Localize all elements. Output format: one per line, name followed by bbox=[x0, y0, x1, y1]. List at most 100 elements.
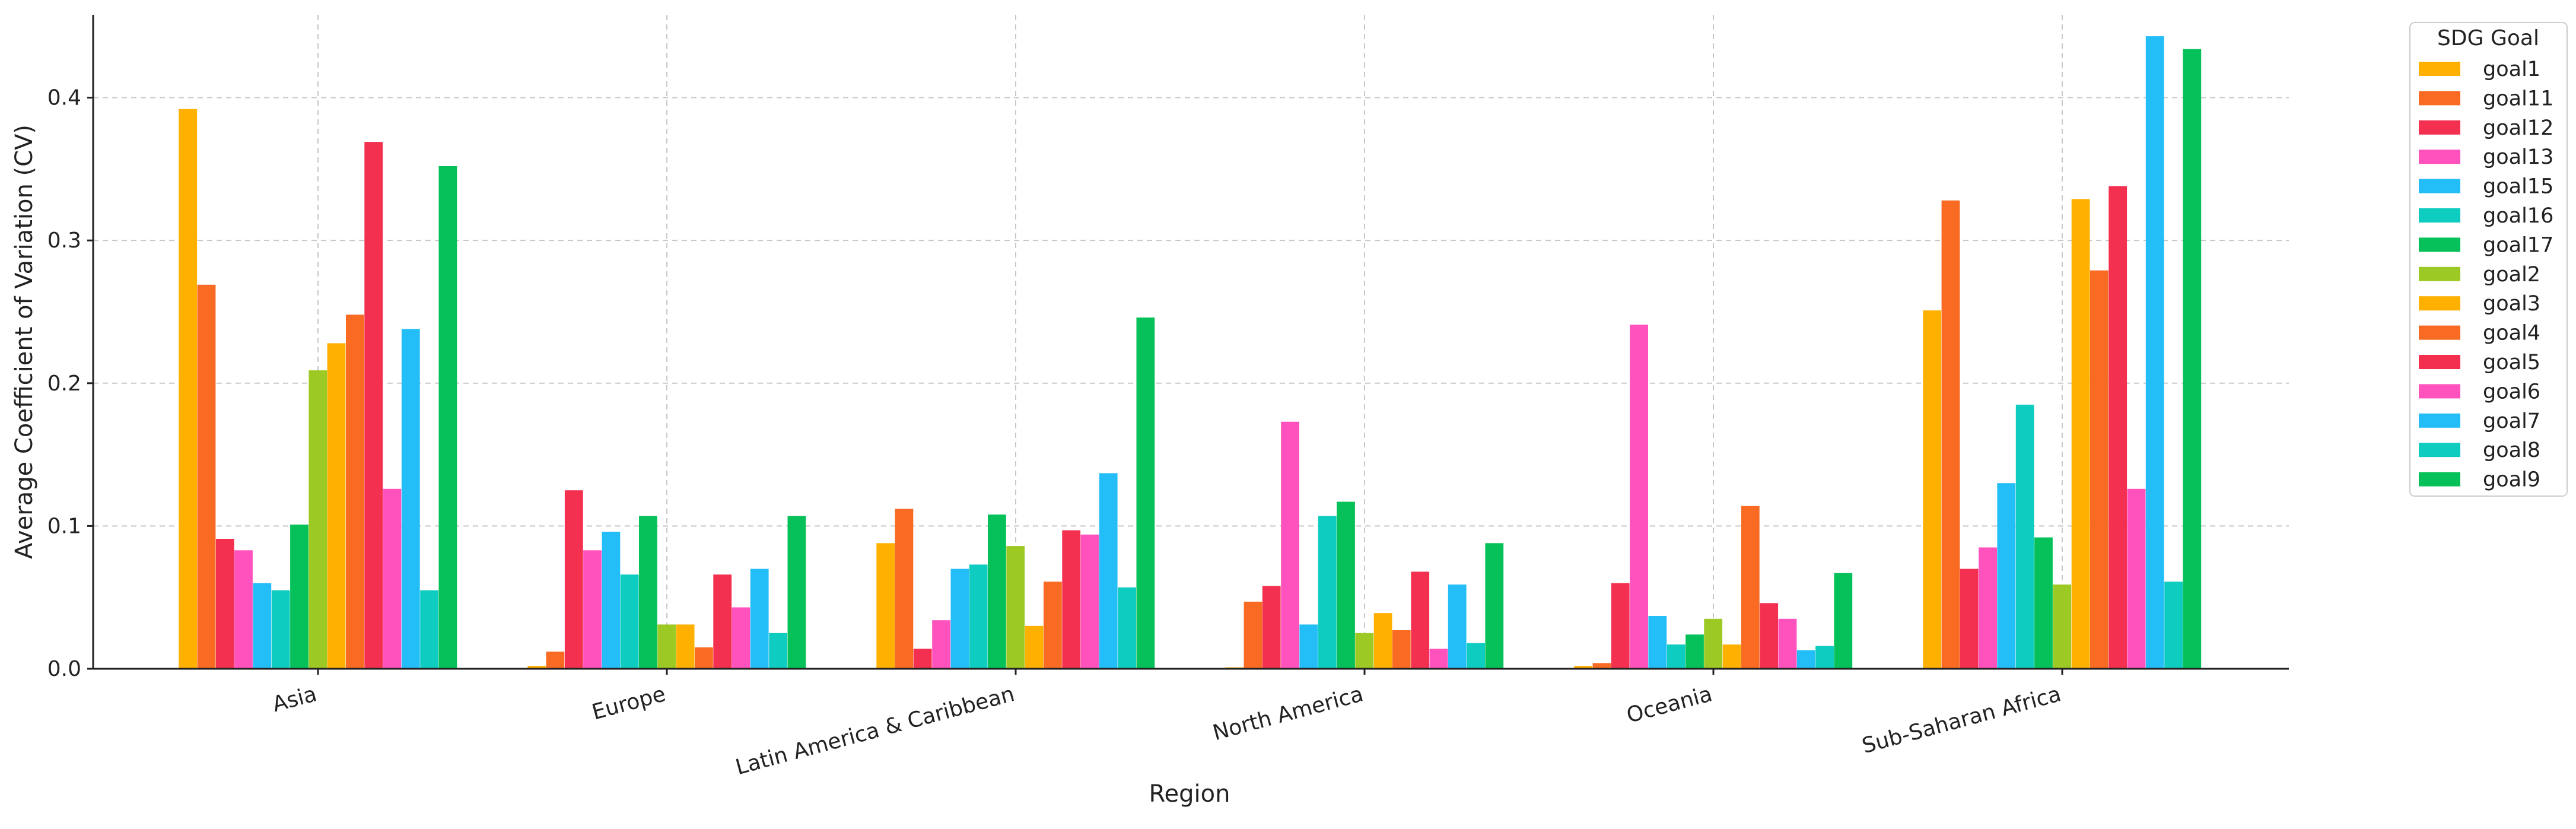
bar-goal1-1 bbox=[527, 666, 546, 669]
bar-goal11-0 bbox=[197, 284, 216, 669]
legend-swatch-goal17 bbox=[2419, 237, 2460, 252]
legend-label-goal13: goal13 bbox=[2483, 145, 2553, 169]
legend-frame bbox=[2409, 22, 2568, 497]
bar-goal5-5 bbox=[2108, 186, 2127, 669]
bar-goal6-1 bbox=[732, 607, 750, 669]
legend-swatch-goal11 bbox=[2419, 91, 2460, 106]
bar-goal17-0 bbox=[290, 525, 309, 669]
bar-goal8-1 bbox=[769, 633, 787, 669]
bar-goal4-1 bbox=[695, 647, 713, 669]
legend-label-goal11: goal11 bbox=[2483, 87, 2553, 110]
bar-goal2-3 bbox=[1355, 633, 1374, 669]
bar-goal2-1 bbox=[657, 624, 676, 669]
legend-swatch-goal4 bbox=[2419, 325, 2460, 340]
legend-swatch-goal13 bbox=[2419, 150, 2460, 164]
bar-goal2-0 bbox=[309, 370, 327, 669]
x-tick-label: Asia bbox=[270, 682, 319, 717]
legend-label-goal6: goal6 bbox=[2483, 380, 2540, 404]
bar-goal5-2 bbox=[1062, 530, 1081, 669]
bar-goal13-5 bbox=[1979, 547, 1997, 669]
bar-goal9-1 bbox=[787, 516, 806, 669]
bar-goal16-4 bbox=[1667, 644, 1685, 669]
bar-goal6-5 bbox=[2127, 488, 2146, 669]
bar-goal3-0 bbox=[327, 343, 346, 669]
bar-goal16-5 bbox=[2015, 404, 2034, 669]
legend-swatch-goal9 bbox=[2419, 472, 2460, 487]
bar-goal7-4 bbox=[1796, 650, 1815, 669]
bar-goal9-4 bbox=[1834, 573, 1853, 669]
legend-swatch-goal16 bbox=[2419, 208, 2460, 223]
x-tick-label: Oceania bbox=[1624, 682, 1715, 728]
legend-label-goal8: goal8 bbox=[2483, 439, 2540, 462]
legend-swatch-goal15 bbox=[2419, 179, 2460, 193]
bar-goal8-3 bbox=[1467, 643, 1485, 669]
bar-goal15-0 bbox=[253, 583, 272, 669]
legend-label-goal4: goal4 bbox=[2483, 322, 2540, 345]
bar-goal9-5 bbox=[2183, 49, 2202, 669]
bar-goal9-3 bbox=[1485, 543, 1504, 669]
bar-goal6-4 bbox=[1778, 618, 1797, 669]
bar-goal5-3 bbox=[1411, 571, 1430, 669]
bar-goal16-0 bbox=[271, 590, 290, 669]
bar-goal3-4 bbox=[1722, 644, 1741, 669]
bar-goal6-0 bbox=[383, 488, 402, 669]
bar-goal1-4 bbox=[1574, 666, 1593, 669]
y-tick-label: 0.3 bbox=[47, 228, 81, 253]
bars bbox=[179, 36, 2202, 669]
bar-goal11-1 bbox=[546, 652, 565, 669]
bar-goal7-5 bbox=[2145, 36, 2164, 669]
bar-goal5-0 bbox=[364, 142, 383, 669]
bar-goal12-1 bbox=[564, 490, 583, 669]
bar-goal13-1 bbox=[583, 550, 602, 669]
bar-goal12-3 bbox=[1262, 586, 1281, 669]
bar-goal3-2 bbox=[1025, 625, 1044, 669]
bar-goal4-0 bbox=[346, 315, 364, 669]
y-tick-label: 0.2 bbox=[47, 371, 81, 396]
legend-swatch-goal6 bbox=[2419, 384, 2460, 399]
bar-goal12-0 bbox=[215, 539, 234, 669]
x-tick-label: Europe bbox=[589, 682, 668, 725]
y-tick-label: 0.0 bbox=[47, 657, 81, 681]
bar-goal7-2 bbox=[1099, 473, 1118, 669]
legend-label-goal1: goal1 bbox=[2483, 58, 2540, 81]
bar-goal6-2 bbox=[1080, 534, 1099, 669]
bar-goal1-2 bbox=[876, 543, 895, 669]
x-tick-label: Latin America & Caribbean bbox=[733, 682, 1017, 780]
x-tick-label: North America bbox=[1210, 682, 1366, 745]
bar-goal16-2 bbox=[969, 564, 988, 669]
bar-goal2-4 bbox=[1704, 618, 1723, 669]
legend-label-goal5: goal5 bbox=[2483, 351, 2540, 374]
bar-goal11-4 bbox=[1592, 663, 1611, 669]
bar-goal15-3 bbox=[1299, 624, 1318, 669]
bar-goal13-2 bbox=[932, 620, 950, 669]
bar-goal7-1 bbox=[750, 568, 769, 669]
bar-goal12-5 bbox=[1960, 568, 1979, 669]
bar-goal3-1 bbox=[676, 624, 695, 669]
legend-label-goal7: goal7 bbox=[2483, 409, 2540, 433]
bar-goal13-0 bbox=[234, 550, 253, 669]
legend-swatch-goal2 bbox=[2419, 266, 2460, 281]
bar-goal1-5 bbox=[1923, 310, 1942, 669]
legend-swatch-goal3 bbox=[2419, 296, 2460, 311]
bar-goal1-0 bbox=[179, 109, 198, 669]
bar-goal17-1 bbox=[639, 516, 657, 669]
bar-goal12-2 bbox=[913, 649, 932, 669]
bar-goal8-4 bbox=[1815, 646, 1834, 669]
legend-label-goal15: goal15 bbox=[2483, 175, 2553, 199]
legend-swatch-goal7 bbox=[2419, 413, 2460, 428]
bar-goal3-3 bbox=[1373, 613, 1392, 669]
bar-goal9-2 bbox=[1136, 317, 1155, 669]
bar-goal2-2 bbox=[1006, 546, 1025, 669]
bar-goal11-3 bbox=[1244, 601, 1262, 669]
bar-goal11-5 bbox=[1941, 200, 1960, 669]
legend-label-goal9: goal9 bbox=[2483, 468, 2540, 492]
bar-goal5-1 bbox=[713, 574, 732, 669]
legend-swatch-goal1 bbox=[2419, 62, 2460, 76]
axes bbox=[92, 15, 2289, 670]
bar-goal13-4 bbox=[1630, 325, 1648, 669]
bar-goal13-3 bbox=[1281, 421, 1299, 669]
bar-goal7-0 bbox=[401, 329, 420, 669]
legend: SDG Goal goal1goal11goal12goal13goal15go… bbox=[2409, 22, 2568, 497]
legend-label-goal16: goal16 bbox=[2483, 204, 2553, 228]
